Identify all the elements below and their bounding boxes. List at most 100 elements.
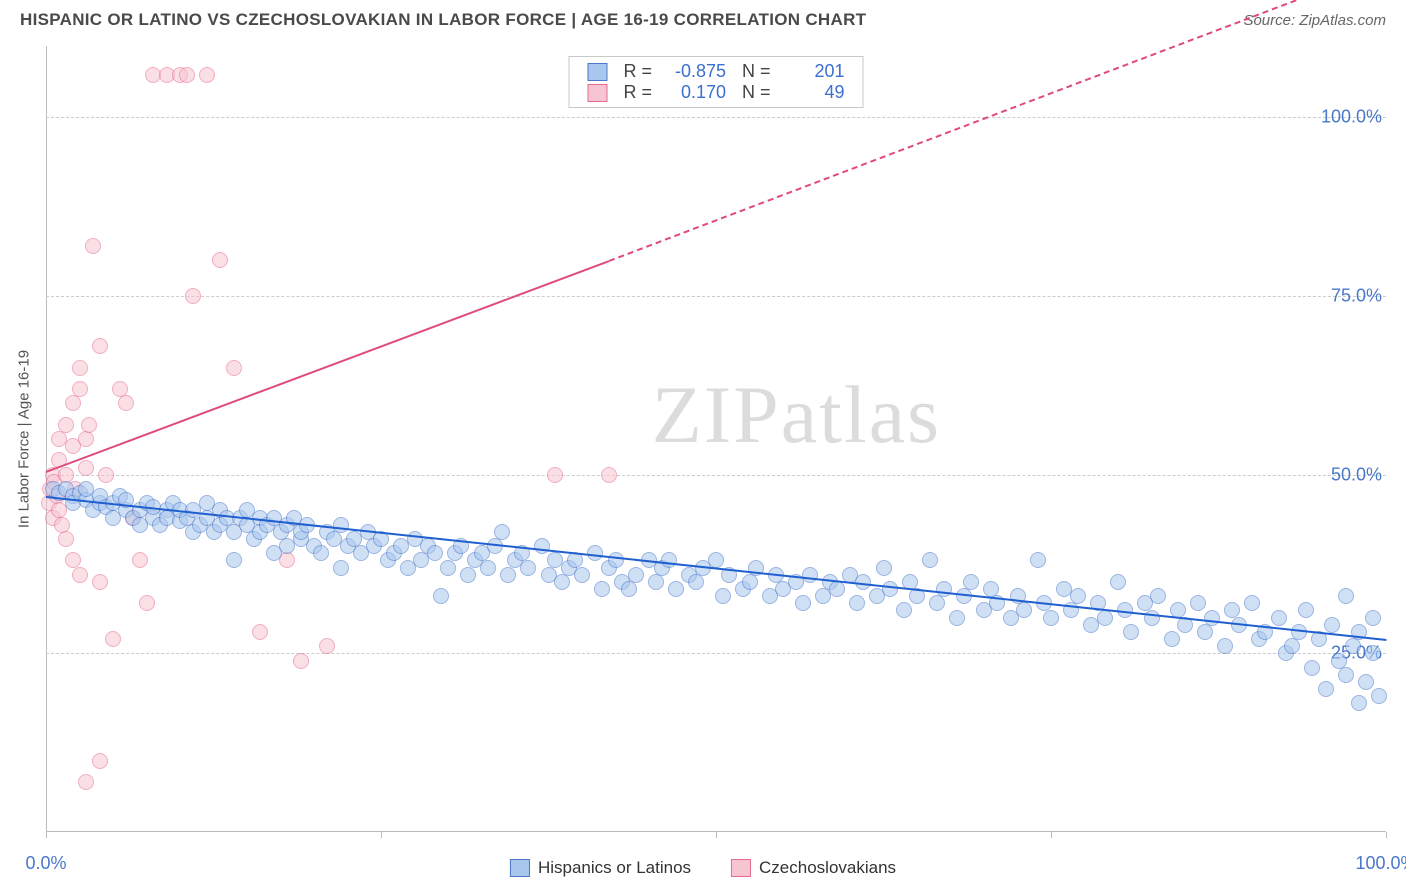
scatter-point-hispanic (1217, 638, 1233, 654)
scatter-point-hispanic (554, 574, 570, 590)
scatter-point-czech (72, 567, 88, 583)
scatter-point-hispanic (1030, 552, 1046, 568)
scatter-point-hispanic (1110, 574, 1126, 590)
scatter-point-hispanic (742, 574, 758, 590)
scatter-point-czech (226, 360, 242, 376)
scatter-point-czech (72, 360, 88, 376)
scatter-point-hispanic (608, 552, 624, 568)
scatter-point-hispanic (1150, 588, 1166, 604)
scatter-point-hispanic (520, 560, 536, 576)
plot-area: In Labor Force | Age 16-19 25.0%50.0%75.… (46, 46, 1386, 832)
scatter-point-czech (185, 288, 201, 304)
scatter-point-hispanic (1365, 610, 1381, 626)
scatter-point-czech (319, 638, 335, 654)
trend-line (46, 260, 609, 473)
y-axis-title: In Labor Force | Age 16-19 (16, 350, 33, 528)
scatter-point-hispanic (1338, 588, 1354, 604)
scatter-point-czech (85, 238, 101, 254)
scatter-point-hispanic (1164, 631, 1180, 647)
scatter-point-hispanic (922, 552, 938, 568)
scatter-point-hispanic (802, 567, 818, 583)
scatter-point-hispanic (715, 588, 731, 604)
scatter-point-czech (78, 774, 94, 790)
legend-label-czech: Czechoslovakians (759, 858, 896, 878)
scatter-point-hispanic (480, 560, 496, 576)
scatter-point-hispanic (795, 595, 811, 611)
scatter-point-hispanic (661, 552, 677, 568)
scatter-point-hispanic (1244, 595, 1260, 611)
scatter-point-hispanic (494, 524, 510, 540)
y-tick-label: 75.0% (1331, 286, 1382, 307)
scatter-point-hispanic (929, 595, 945, 611)
scatter-point-czech (72, 381, 88, 397)
scatter-point-hispanic (574, 567, 590, 583)
scatter-point-czech (212, 252, 228, 268)
scatter-point-hispanic (1324, 617, 1340, 633)
scatter-point-hispanic (1097, 610, 1113, 626)
scatter-point-czech (58, 531, 74, 547)
scatter-point-hispanic (1298, 602, 1314, 618)
scatter-point-hispanic (1204, 610, 1220, 626)
x-tick-label: 100.0% (1355, 853, 1406, 874)
scatter-point-czech (58, 417, 74, 433)
chart-title: HISPANIC OR LATINO VS CZECHOSLOVAKIAN IN… (20, 10, 866, 30)
trend-line (608, 0, 1306, 262)
scatter-point-hispanic (1318, 681, 1334, 697)
scatter-point-hispanic (1365, 645, 1381, 661)
scatter-point-hispanic (1016, 602, 1032, 618)
scatter-point-czech (92, 574, 108, 590)
scatter-point-hispanic (1043, 610, 1059, 626)
scatter-point-hispanic (433, 588, 449, 604)
scatter-point-hispanic (1351, 695, 1367, 711)
x-tick-label: 0.0% (25, 853, 66, 874)
scatter-point-hispanic (1190, 595, 1206, 611)
scatter-point-czech (118, 395, 134, 411)
scatter-point-hispanic (1345, 638, 1361, 654)
scatter-point-hispanic (333, 560, 349, 576)
source-label: Source: ZipAtlas.com (1243, 12, 1386, 29)
y-tick-label: 50.0% (1331, 464, 1382, 485)
legend-swatch-czech-b (731, 859, 751, 877)
scatter-point-hispanic (621, 581, 637, 597)
scatter-point-hispanic (333, 517, 349, 533)
scatter-point-hispanic (460, 567, 476, 583)
legend-swatch-hispanic (587, 63, 607, 81)
scatter-point-czech (81, 417, 97, 433)
scatter-point-czech (65, 395, 81, 411)
scatter-point-hispanic (896, 602, 912, 618)
scatter-point-hispanic (1284, 638, 1300, 654)
scatter-point-czech (601, 467, 617, 483)
scatter-point-hispanic (1358, 674, 1374, 690)
scatter-point-hispanic (440, 560, 456, 576)
trend-line (46, 496, 1386, 641)
scatter-point-hispanic (876, 560, 892, 576)
legend-series: Hispanics or Latinos Czechoslovakians (510, 858, 896, 878)
legend-swatch-hispanic-b (510, 859, 530, 877)
scatter-point-hispanic (1123, 624, 1139, 640)
scatter-point-hispanic (688, 574, 704, 590)
scatter-point-hispanic (648, 574, 664, 590)
scatter-point-hispanic (668, 581, 684, 597)
scatter-point-hispanic (882, 581, 898, 597)
scatter-point-czech (132, 552, 148, 568)
scatter-point-hispanic (949, 610, 965, 626)
scatter-point-hispanic (594, 581, 610, 597)
scatter-point-hispanic (1070, 588, 1086, 604)
scatter-point-hispanic (936, 581, 952, 597)
scatter-point-czech (98, 467, 114, 483)
scatter-point-hispanic (226, 552, 242, 568)
scatter-point-hispanic (1338, 667, 1354, 683)
scatter-point-czech (78, 460, 94, 476)
scatter-point-czech (92, 753, 108, 769)
scatter-point-czech (139, 595, 155, 611)
scatter-point-hispanic (534, 538, 550, 554)
scatter-point-hispanic (1271, 610, 1287, 626)
scatter-point-hispanic (963, 574, 979, 590)
scatter-point-czech (92, 338, 108, 354)
scatter-point-hispanic (313, 545, 329, 561)
scatter-point-czech (252, 624, 268, 640)
scatter-point-czech (78, 431, 94, 447)
scatter-point-hispanic (1197, 624, 1213, 640)
scatter-point-czech (293, 653, 309, 669)
scatter-point-hispanic (849, 595, 865, 611)
